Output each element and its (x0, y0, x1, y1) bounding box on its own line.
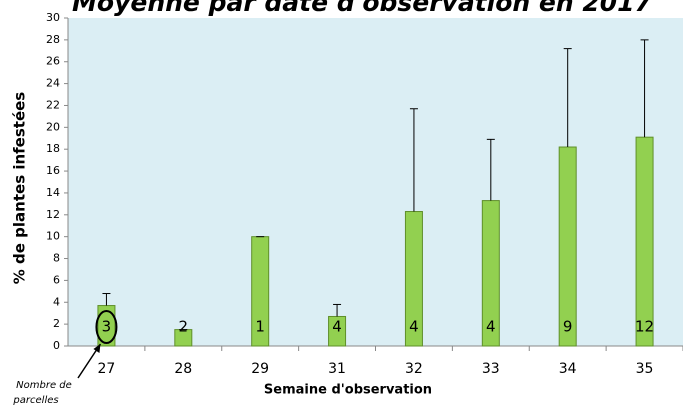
annotation: parcelles (12, 395, 58, 406)
y-axis-label: % de plantes infestées (11, 92, 29, 285)
x-tick-label: 27 (98, 361, 116, 377)
count-label: 2 (179, 318, 189, 336)
y-tick-label: 12 (46, 208, 60, 221)
count-label: 3 (102, 318, 112, 336)
y-tick-label: 10 (46, 230, 60, 243)
y-tick-label: 2 (53, 317, 60, 330)
x-axis-label: Semaine d'observation (264, 383, 432, 398)
x-tick-label: 33 (482, 361, 500, 377)
count-label: 12 (635, 318, 654, 336)
y-tick-label: 26 (46, 55, 60, 68)
y-tick-label: 22 (46, 98, 60, 111)
annotation-arrowhead (93, 344, 101, 353)
y-tick-label: 28 (46, 33, 60, 46)
count-label: 4 (486, 318, 496, 336)
bar (635, 136, 654, 347)
y-tick-label: 24 (46, 77, 60, 90)
y-tick-label: 6 (53, 273, 60, 286)
x-tick-label: 32 (405, 361, 423, 377)
y-tick-label: 0 (53, 339, 60, 352)
count-label: 4 (409, 318, 419, 336)
count-label: 1 (255, 318, 265, 336)
x-tick-label: 35 (636, 361, 654, 377)
count-label: 4 (332, 318, 342, 336)
x-tick-label: 31 (328, 361, 346, 377)
count-label: 9 (563, 318, 573, 336)
x-tick-label: 29 (251, 361, 269, 377)
y-tick-label: 20 (46, 120, 60, 133)
chart-title: Moyenne par date d'observation en 2017 (72, 0, 653, 17)
y-tick-label: 30 (46, 11, 60, 24)
y-tick-label: 14 (46, 186, 60, 199)
annotation: Nombre de (16, 380, 72, 391)
x-tick-label: 28 (174, 361, 192, 377)
y-tick-label: 18 (46, 142, 60, 155)
y-tick-label: 16 (46, 164, 60, 177)
highlight-ellipse (95, 310, 118, 344)
plot-area (68, 18, 683, 346)
x-tick-label: 34 (559, 361, 577, 377)
y-tick-label: 4 (53, 295, 60, 308)
bar (558, 146, 577, 347)
y-tick-label: 8 (53, 252, 60, 265)
